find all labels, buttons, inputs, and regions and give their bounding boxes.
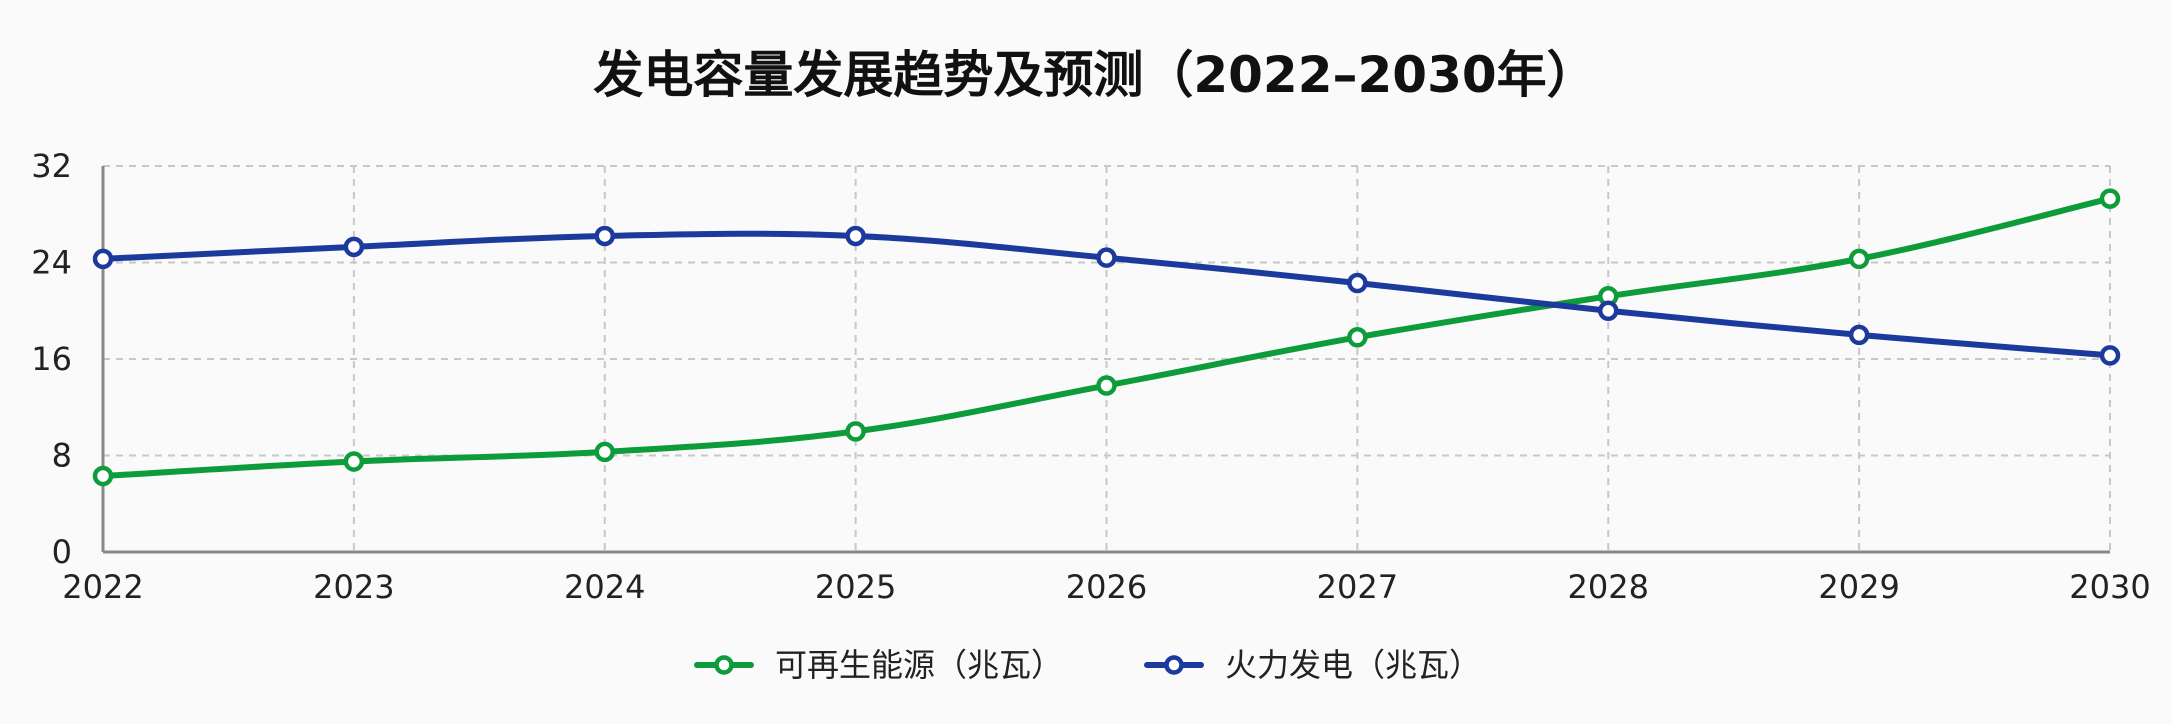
- series-renewable: [92, 188, 2121, 487]
- data-point: [1096, 247, 1117, 268]
- tick-labels: 0 8 16 24 32 2022 2023 2024 2025 2026 2027 2028 2029…: [31, 147, 2150, 606]
- x-tick-label: 2023: [313, 568, 394, 606]
- data-point: [2099, 188, 2121, 209]
- x-tick-label: 2029: [1818, 568, 1899, 606]
- data-point: [594, 225, 615, 247]
- y-tick-label: 16: [31, 340, 72, 378]
- legend-label: 火力发电（兆瓦）: [1225, 646, 1481, 684]
- y-tick-label: 8: [52, 437, 72, 475]
- data-point: [92, 248, 114, 270]
- x-tick-label: 2030: [2069, 568, 2150, 606]
- chart-title: 发电容量发展趋势及预测（2022–2030年）: [593, 46, 1596, 104]
- x-tick-label: 2024: [564, 568, 645, 606]
- data-point: [1848, 248, 1870, 270]
- data-point: [594, 441, 615, 463]
- data-point: [1347, 272, 1368, 294]
- legend-item: 火力发电（兆瓦）: [1144, 646, 1481, 684]
- series-thermal: [92, 225, 2121, 366]
- y-tick-label: 24: [31, 244, 72, 282]
- x-tick-label: 2025: [815, 568, 896, 606]
- legend-swatch-marker: [1164, 655, 1184, 675]
- data-point: [343, 236, 365, 258]
- data-point: [1096, 375, 1117, 396]
- data-point: [1347, 327, 1368, 348]
- series: [92, 188, 2121, 487]
- data-point: [1598, 300, 1619, 321]
- data-point: [845, 421, 866, 442]
- data-point: [845, 225, 866, 247]
- x-tick-label: 2026: [1066, 568, 1147, 606]
- legend: 可再生能源（兆瓦） 火力发电（兆瓦）: [694, 646, 1481, 684]
- x-tick-label: 2028: [1568, 568, 1649, 606]
- legend-item: 可再生能源（兆瓦）: [694, 646, 1063, 684]
- legend-label: 可再生能源（兆瓦）: [775, 646, 1063, 684]
- grid: [103, 165, 2111, 552]
- y-tick-label: 0: [52, 533, 72, 571]
- legend-swatch-marker: [714, 655, 734, 675]
- x-tick-label: 2027: [1317, 568, 1398, 606]
- data-point: [343, 451, 365, 472]
- data-point: [1848, 324, 1870, 346]
- data-point: [92, 465, 114, 487]
- data-point: [2099, 345, 2121, 366]
- x-tick-label: 2022: [62, 568, 143, 606]
- y-tick-label: 32: [31, 147, 72, 185]
- axes: [101, 166, 2110, 554]
